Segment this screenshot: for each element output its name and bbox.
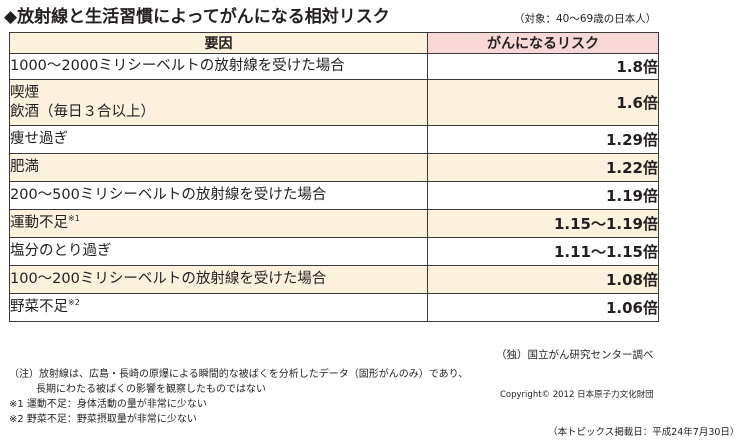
- risk-cell: 1.15～1.19倍: [427, 209, 659, 238]
- table-row: 野菜不足※2 1.06倍: [9, 293, 659, 322]
- factor-line: 喫煙: [10, 84, 39, 101]
- footnotes: （注）放射線は、広島・長崎の原爆による瞬間的な被ばくを分析したデータ（固形がんの…: [9, 367, 468, 427]
- factor-label: 運動不足: [10, 215, 68, 231]
- table-row: 100～200ミリシーベルトの放射線を受けた場合 1.08倍: [9, 265, 659, 294]
- footnote-main: （注）放射線は、広島・長崎の原爆による瞬間的な被ばくを分析したデータ（固形がんの…: [9, 369, 469, 380]
- risk-cell: 1.8倍: [427, 53, 659, 80]
- factor-cell: 肥満: [9, 153, 428, 182]
- subtitle: （対象：40～69歳の日本人）: [514, 13, 657, 25]
- risk-cell: 1.6倍: [427, 79, 659, 126]
- risk-table: 要因 がんになるリスク 1000～2000ミリシーベルトの放射線を受けた場合 1…: [9, 32, 659, 322]
- factor-cell: 喫煙 飲酒（毎日３合以上）: [9, 79, 428, 126]
- publish-date: （本トピックス掲載日：平成24年7月30日）: [548, 427, 740, 438]
- table-header-row: 要因 がんになるリスク: [9, 32, 659, 54]
- factor-cell: 1000～2000ミリシーベルトの放射線を受けた場合: [9, 53, 428, 80]
- table-row: 1000～2000ミリシーベルトの放射線を受けた場合 1.8倍: [9, 53, 659, 80]
- factor-cell: 痩せ過ぎ: [9, 125, 428, 154]
- factor-cell: 200～500ミリシーベルトの放射線を受けた場合: [9, 181, 428, 210]
- table-row: 痩せ過ぎ 1.29倍: [9, 125, 659, 154]
- table-row: 喫煙 飲酒（毎日３合以上） 1.6倍: [9, 79, 659, 126]
- risk-cell: 1.19倍: [427, 181, 659, 210]
- table-row: 肥満 1.22倍: [9, 153, 659, 182]
- risk-cell: 1.06倍: [427, 293, 659, 322]
- table-row: 塩分のとり過ぎ 1.11～1.15倍: [9, 237, 659, 266]
- page-title: ◆放射線と生活習慣によってがんになる相対リスク: [4, 7, 390, 27]
- table-row: 200～500ミリシーベルトの放射線を受けた場合 1.19倍: [9, 181, 659, 210]
- factor-cell: 塩分のとり過ぎ: [9, 237, 428, 266]
- factor-line: 飲酒（毎日３合以上）: [10, 103, 155, 120]
- risk-cell: 1.29倍: [427, 125, 659, 154]
- footnote-main-continued: 長期にわたる被ばくの影響を観察したものではない: [36, 384, 266, 395]
- note-marker: ※1: [68, 214, 80, 224]
- note-marker: ※2: [68, 298, 80, 308]
- table-row: 運動不足※1 1.15～1.19倍: [9, 209, 659, 238]
- factor-cell: 運動不足※1: [9, 209, 428, 238]
- header-factor: 要因: [9, 32, 428, 54]
- risk-cell: 1.08倍: [427, 265, 659, 294]
- factor-label: 野菜不足: [10, 299, 68, 315]
- source-credit: （独）国立がん研究センター調べ: [496, 349, 654, 361]
- factor-cell: 100～200ミリシーベルトの放射線を受けた場合: [9, 265, 428, 294]
- footnote-1: ※1 運動不足：身体活動の量が非常に少ない: [9, 399, 207, 410]
- footnote-2: ※2 野菜不足：野菜摂取量が非常に少ない: [9, 414, 197, 425]
- risk-cell: 1.22倍: [427, 153, 659, 182]
- copyright: Copyright© 2012 日本原子力文化財団: [500, 390, 654, 400]
- header-risk: がんになるリスク: [427, 32, 659, 54]
- factor-cell: 野菜不足※2: [9, 293, 428, 322]
- risk-cell: 1.11～1.15倍: [427, 237, 659, 266]
